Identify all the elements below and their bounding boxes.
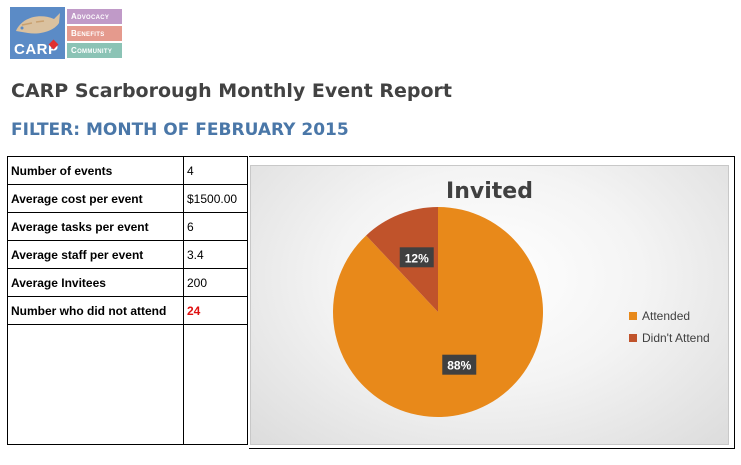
report-title: CARP Scarborough Monthly Event Report: [11, 80, 453, 102]
data-label-text: 88%: [447, 359, 471, 373]
legend-label: Attended: [642, 309, 691, 323]
chart-legend: Attended Didn't Attend: [629, 305, 710, 349]
stat-label: Number who did not attend: [7, 296, 184, 325]
empty-cell: [183, 324, 248, 445]
table-row: Average staff per event 3.4: [7, 240, 248, 269]
logo-tagline-benefits: Benefits: [67, 26, 122, 41]
pie-chart: Invited 88% 12% Attended Didn't Attend: [250, 165, 729, 445]
table-row: Number of events 4: [7, 156, 248, 185]
data-label: 88%: [442, 354, 477, 375]
legend-label: Didn't Attend: [642, 331, 710, 345]
stat-label: Average staff per event: [7, 240, 184, 269]
chart-frame: [249, 156, 735, 449]
stat-value: 6: [183, 212, 248, 241]
data-label-box: [399, 247, 434, 268]
table-row-empty: [7, 324, 248, 445]
logo-tagline-community: Community: [67, 43, 122, 58]
stat-value-highlight: 24: [183, 296, 248, 325]
data-label-box: [442, 354, 477, 375]
pie-chart-svg: 88% 12%: [333, 207, 543, 417]
data-label: 12%: [399, 247, 434, 268]
stat-value: 4: [183, 156, 248, 185]
legend-swatch: [629, 334, 637, 342]
logo-wordmark: CARP: [14, 41, 59, 58]
table-row: Average Invitees 200: [7, 268, 248, 297]
stat-label: Average Invitees: [7, 268, 184, 297]
logo-tagline-advocacy: Advocacy: [67, 9, 122, 24]
stat-label: Average cost per event: [7, 184, 184, 213]
legend-item-didnt-attend: Didn't Attend: [629, 327, 710, 349]
table-row: Number who did not attend 24: [7, 296, 248, 325]
stat-value: 3.4: [183, 240, 248, 269]
stat-label: Average tasks per event: [7, 212, 184, 241]
stats-table: Number of events 4 Average cost per even…: [7, 156, 248, 445]
stat-label: Number of events: [7, 156, 184, 185]
legend-swatch: [629, 312, 637, 320]
fish-logo-icon: [10, 7, 65, 59]
stat-value: $1500.00: [183, 184, 248, 213]
table-row: Average tasks per event 6: [7, 212, 248, 241]
empty-cell: [7, 324, 184, 445]
chart-title: Invited: [446, 179, 533, 204]
stat-value: 200: [183, 268, 248, 297]
legend-item-attended: Attended: [629, 305, 710, 327]
report-filter: FILTER: MONTH OF FEBRUARY 2015: [11, 120, 349, 140]
carp-logo: CARP Advocacy Benefits Community: [10, 7, 122, 59]
table-row: Average cost per event $1500.00: [7, 184, 248, 213]
data-label-text: 12%: [405, 251, 429, 265]
